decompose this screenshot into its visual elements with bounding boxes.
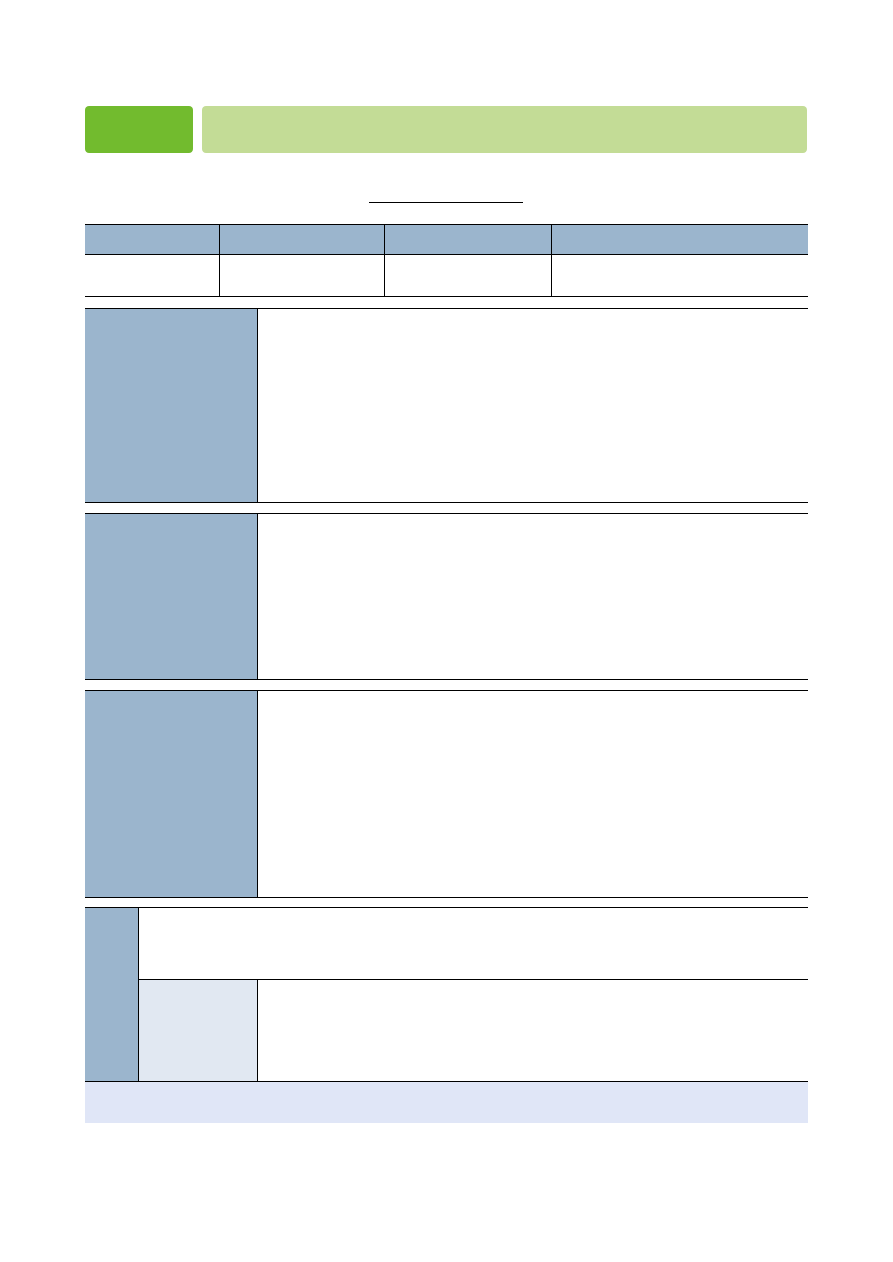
info-value-1 bbox=[85, 254, 219, 296]
info-header-1 bbox=[85, 224, 219, 254]
section-4-top-content bbox=[139, 908, 808, 979]
section-4-sub-content bbox=[258, 980, 808, 1081]
info-value-4 bbox=[551, 254, 808, 296]
info-header-2 bbox=[219, 224, 384, 254]
document-title bbox=[369, 180, 523, 202]
section-2-label bbox=[85, 514, 257, 679]
section-1-content bbox=[258, 309, 808, 502]
info-header-3 bbox=[384, 224, 551, 254]
section-2-content bbox=[258, 514, 808, 679]
section-3-content bbox=[258, 691, 808, 897]
section-3-label bbox=[85, 691, 257, 897]
section-1-label bbox=[85, 309, 257, 502]
info-table bbox=[85, 224, 808, 297]
info-value-2 bbox=[219, 254, 384, 296]
info-header-4 bbox=[551, 224, 808, 254]
title-underline bbox=[369, 202, 523, 203]
section-4-sub-label bbox=[139, 980, 257, 1081]
footer-band bbox=[85, 1082, 808, 1123]
section-title-bar bbox=[202, 106, 807, 153]
section-number-badge bbox=[85, 106, 193, 153]
info-value-3 bbox=[384, 254, 551, 296]
section-4-label bbox=[85, 908, 138, 1081]
